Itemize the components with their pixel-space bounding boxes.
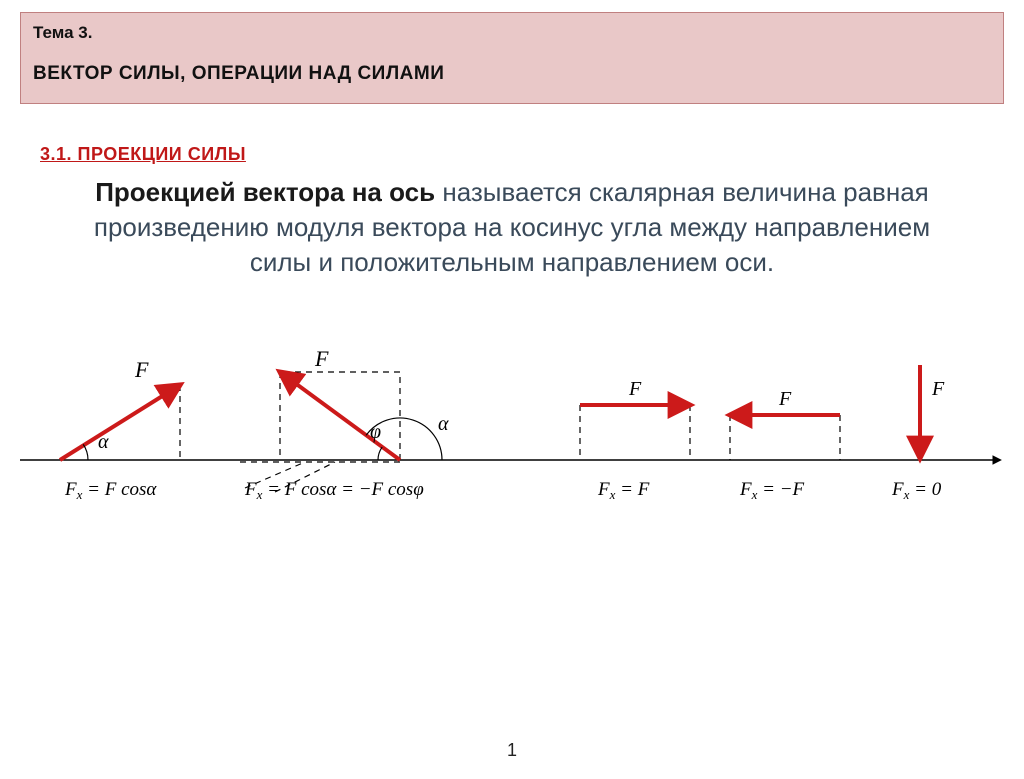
main-title: ВЕКТОР СИЛЫ, ОПЕРАЦИИ НАД СИЛАМИ [33,63,991,85]
svg-text:Fx = F cosα: Fx = F cosα [64,479,157,502]
section-heading: 3.1. ПРОЕКЦИИ СИЛЫ [40,144,1024,165]
page-number: 1 [507,740,517,761]
theme-label: Тема 3. [33,23,991,43]
definition-strong: Проекцией вектора на ось [95,177,435,207]
diagram-area: α F⃗ Fx = F cosα α φ F⃗ Fx = F cosα = −F cosφ F… [20,310,1004,550]
svg-text:F⃗: F⃗ [778,388,807,410]
svg-text:F⃗: F⃗ [134,357,166,382]
svg-text:φ: φ [370,421,381,443]
svg-text:Fx = 0: Fx = 0 [891,479,942,502]
svg-text:Fx = F: Fx = F [597,479,650,502]
svg-text:α: α [98,431,109,453]
svg-text:α: α [438,413,449,435]
projection-diagram: α F⃗ Fx = F cosα α φ F⃗ Fx = F cosα = −F cosφ F… [20,310,1004,550]
svg-text:F⃗: F⃗ [931,378,960,400]
svg-text:Fx = −F: Fx = −F [739,479,805,502]
definition-text: Проекцией вектора на ось называется скал… [80,175,944,280]
svg-text:Fx = F cosα = −F cosφ: Fx = F cosα = −F cosφ [244,479,424,502]
svg-text:F⃗: F⃗ [628,378,657,400]
header-box: Тема 3. ВЕКТОР СИЛЫ, ОПЕРАЦИИ НАД СИЛАМИ [20,12,1004,104]
svg-text:F⃗: F⃗ [314,346,346,371]
